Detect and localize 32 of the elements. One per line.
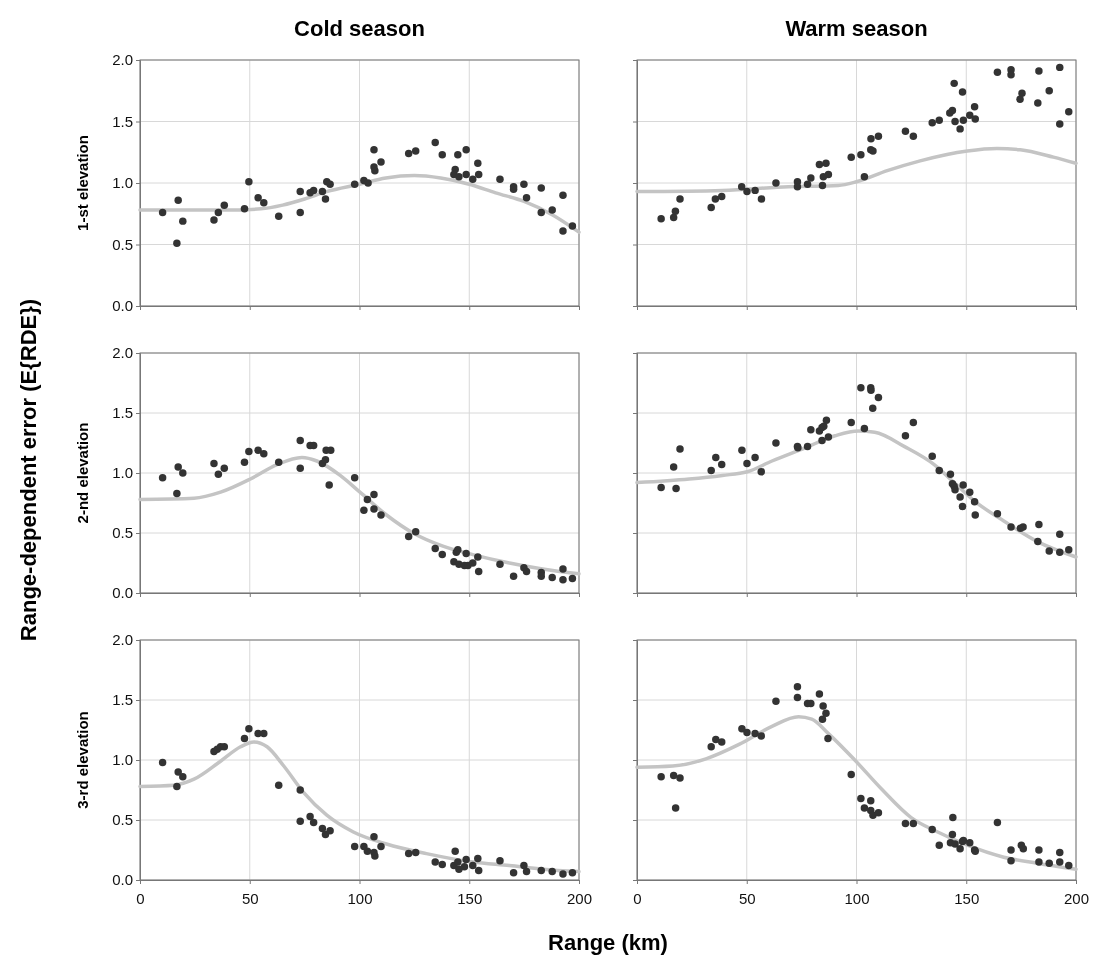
y-tick-label: 1.5: [112, 112, 133, 130]
x-tick-label: 0: [633, 889, 642, 907]
x-tick-label: 50: [738, 889, 756, 907]
y-tick-label: 0.5: [112, 524, 133, 542]
y-tick-label: 0.5: [112, 235, 133, 253]
y-axis-title: 2-nd elevation: [74, 422, 91, 524]
chart-title: Cold season: [294, 16, 425, 41]
y-tick-label: 2.0: [112, 51, 133, 69]
x-tick-label: 150: [954, 889, 980, 907]
x-tick-label: 150: [457, 889, 483, 907]
y-tick-label: 1.0: [112, 174, 133, 192]
y-axis-title: 1-st elevation: [74, 135, 91, 231]
y-axis-title: 3-rd elevation: [74, 711, 91, 809]
chart-title: Warm season: [785, 16, 928, 41]
x-axis-title: Range (km): [548, 930, 668, 955]
y-tick-label: 0.0: [112, 871, 133, 889]
y-tick-label: 2.0: [112, 631, 133, 649]
y-tick-label: 2.0: [112, 344, 133, 362]
y-tick-label: 0.0: [112, 297, 133, 315]
y-tick-label: 1.5: [112, 691, 133, 709]
x-tick-label: 100: [347, 889, 373, 907]
y-tick-label: 1.0: [112, 751, 133, 769]
x-tick-label: 200: [1063, 889, 1090, 907]
x-tick-label: 50: [241, 889, 259, 907]
x-tick-label: 200: [566, 889, 593, 907]
y-tick-label: 0.0: [112, 584, 133, 602]
y-tick-label: 1.5: [112, 404, 133, 422]
x-tick-label: 0: [136, 889, 145, 907]
text: Range-dependent error (E{RDE}): [16, 298, 41, 642]
x-tick-label: 100: [844, 889, 870, 907]
y-tick-label: 0.5: [112, 811, 133, 829]
y-tick-label: 1.0: [112, 464, 133, 482]
